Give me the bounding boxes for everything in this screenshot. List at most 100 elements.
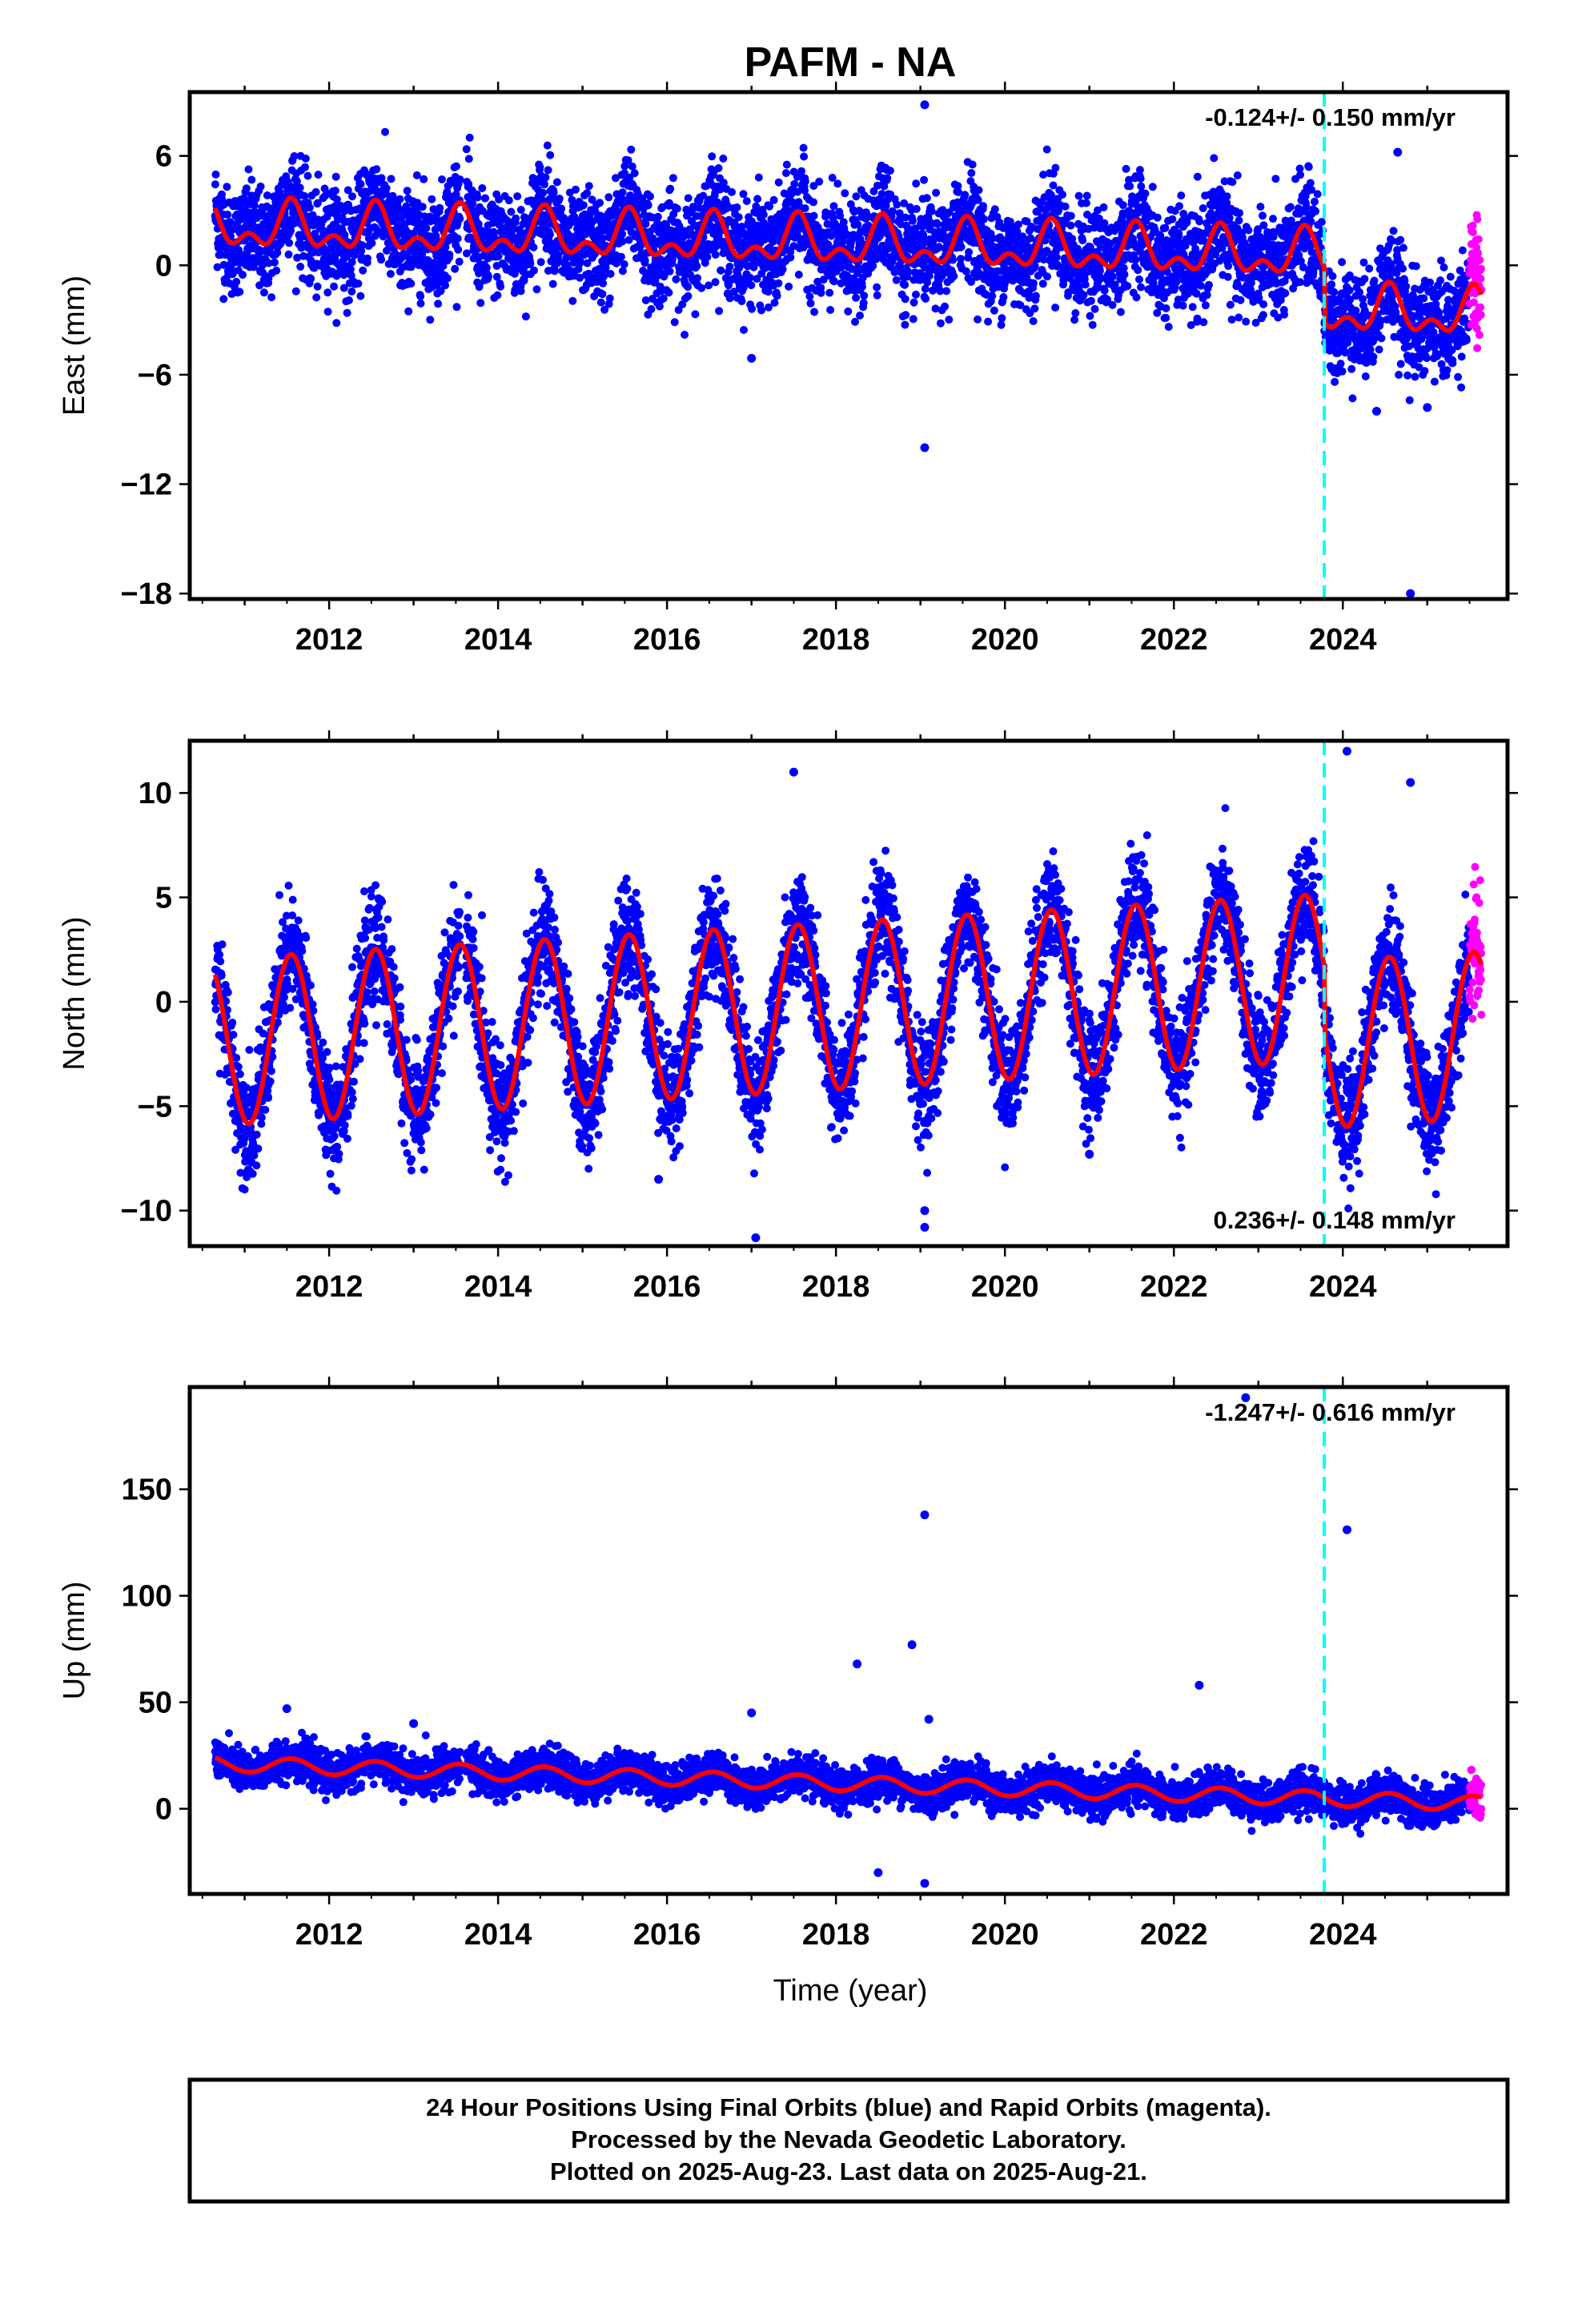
east-final-point-4032	[1149, 279, 1158, 287]
east-final-point-1073	[464, 155, 473, 163]
east-final-point-4907	[1351, 306, 1360, 315]
east-final-point-1063	[463, 249, 471, 258]
east-final-point-1583	[583, 189, 592, 198]
east-final-point-2526	[801, 204, 809, 213]
east-final-point-586	[346, 265, 355, 274]
east-final-point-4219	[1192, 289, 1201, 298]
east-final-point-226	[263, 191, 271, 199]
east-final-point-1746	[620, 162, 629, 171]
east-final-point-1779	[628, 162, 636, 171]
east-final-point-1045	[452, 303, 461, 312]
east-final-point-387	[300, 191, 309, 200]
east-final-point-2958	[901, 320, 909, 329]
east-final-point-2681	[837, 263, 845, 272]
east-final-point-1941	[665, 267, 674, 275]
east-final-point-2326	[754, 173, 763, 182]
east-final-point-1856	[646, 192, 654, 201]
east-final-point-1088	[468, 199, 477, 207]
east-final-point-4889	[1347, 364, 1356, 373]
east-final-point-2411	[774, 279, 783, 287]
east-final-point-1838	[641, 296, 650, 304]
east-final-point-1664	[601, 263, 610, 272]
east-final-point-244	[267, 293, 276, 302]
east-final-point-1865	[648, 213, 656, 222]
east-final-point-2519	[799, 143, 808, 152]
east-final-point-239	[266, 243, 275, 252]
east-final-point-1196	[493, 291, 502, 300]
east-final-point-4144	[1175, 202, 1183, 211]
east-final-point-4733	[1311, 207, 1320, 215]
east-final-point-575	[343, 186, 352, 195]
east-final-point-3695	[1071, 309, 1080, 317]
east-final-point-2139	[711, 251, 720, 259]
east-final-point-4029	[1148, 183, 1157, 191]
east-final-point-3738	[1081, 280, 1090, 289]
east-final-point-2463	[786, 253, 795, 262]
east-final-point-3710	[1074, 191, 1083, 200]
east-final-point-2742	[851, 317, 859, 326]
east-final-point-1592	[584, 182, 593, 191]
east-final-point-2527	[801, 177, 809, 186]
east-final-point-3801	[1095, 267, 1104, 275]
east-final-point-3524	[1031, 292, 1040, 300]
east-final-point-1761	[624, 156, 632, 165]
east-final-point-2005	[681, 331, 689, 339]
east-final-point-629	[356, 292, 365, 300]
east-final-point-4402	[1235, 216, 1243, 225]
east-final-point-2020	[684, 292, 693, 300]
east-final-point-3572	[1042, 145, 1051, 154]
east-final-point-678	[367, 239, 376, 247]
east-final-point-3965	[1134, 266, 1142, 275]
east-final-point-2754	[853, 220, 862, 229]
east-final-point-2763	[856, 312, 864, 320]
east-final-point-2085	[699, 191, 708, 200]
east-final-point-3047	[921, 295, 930, 303]
east-final-point-2623	[823, 219, 832, 228]
east-final-point-3336	[988, 234, 997, 243]
east-final-point-3643	[1059, 275, 1068, 284]
east-final-point-2550	[806, 299, 815, 308]
east-final-point-579	[344, 296, 353, 304]
east-final-point-2635	[826, 306, 835, 314]
east-final-point-1255	[507, 207, 516, 216]
east-final-point-3971	[1135, 275, 1143, 283]
east-final-point-630	[356, 179, 365, 188]
east-final-point-619	[354, 279, 363, 288]
east-final-point-2693	[839, 218, 848, 227]
east-final-point-1834	[640, 256, 649, 265]
east-final-point-3443	[1013, 227, 1022, 236]
east-final-point-350	[291, 287, 300, 296]
east-final-point-3165	[949, 255, 958, 264]
east-final-point-436	[311, 187, 320, 196]
east-final-point-4087	[1162, 304, 1170, 312]
east-final-point-3277	[974, 186, 983, 195]
east-final-point-3651	[1061, 202, 1070, 211]
east-final-point-4760	[1317, 218, 1326, 227]
east-final-point-593	[348, 192, 356, 201]
east-final-point-2318	[753, 275, 761, 283]
east-final-point-1897	[655, 302, 664, 311]
east-final-point-659	[363, 254, 371, 263]
east-final-point-1682	[605, 294, 614, 303]
east-final-point-2172	[719, 155, 728, 163]
east-final-point-4114	[1168, 215, 1177, 223]
east-final-point-2667	[833, 179, 842, 188]
east-final-point-3217	[961, 191, 970, 199]
east-final-point-1837	[641, 219, 650, 228]
east-final-point-1736	[618, 237, 627, 246]
east-final-point-2960	[901, 213, 909, 222]
east-final-point-2123	[708, 152, 717, 161]
east-final-point-2019	[684, 283, 693, 292]
east-final-point-2904	[888, 207, 897, 215]
east-final-point-1677	[604, 193, 613, 202]
east-final-point-2921	[892, 275, 901, 284]
east-final-point-4083	[1161, 223, 1170, 232]
east-final-point-525	[332, 319, 341, 328]
east-final-point-1319	[521, 312, 530, 321]
east-final-point-3798	[1095, 215, 1103, 223]
east-final-point-3457	[1016, 301, 1025, 310]
east-final-point-718	[377, 255, 386, 264]
east-final-point-4625	[1286, 203, 1295, 211]
east-final-point-1644	[596, 298, 605, 307]
